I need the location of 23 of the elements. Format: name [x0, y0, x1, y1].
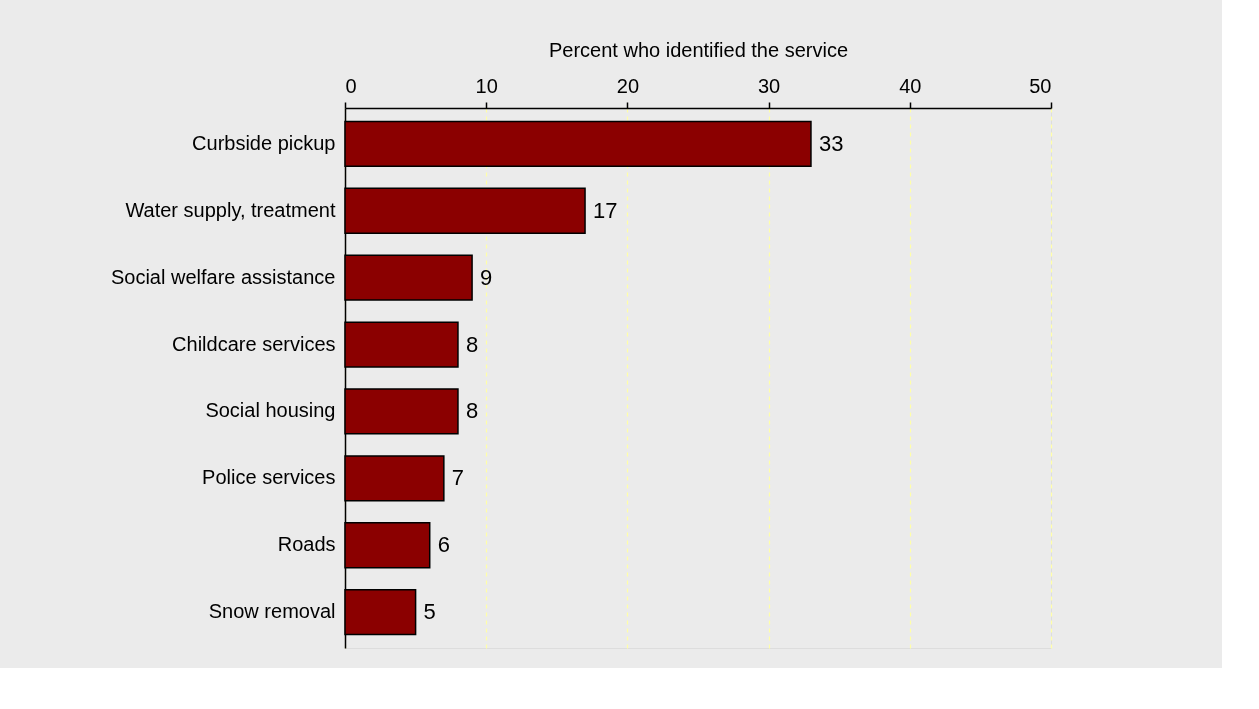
- y-tick-label: Social housing: [205, 399, 336, 422]
- y-tick-label: Social welfare assistance: [110, 265, 336, 288]
- data-label: 9: [480, 264, 493, 290]
- x-tick-label: 50: [1029, 74, 1052, 97]
- y-tick-label: Police services: [202, 466, 336, 489]
- y-tick-label: Childcare services: [172, 332, 336, 355]
- data-label: 7: [451, 465, 465, 491]
- data-label: 33: [818, 130, 844, 156]
- y-tick-label: Snow removal: [208, 600, 336, 623]
- x-tick-label: 30: [757, 74, 781, 97]
- data-label: 17: [593, 197, 618, 223]
- x-tick-label: 20: [616, 74, 640, 97]
- x-tick-label: 0: [345, 74, 357, 97]
- y-tick-label: Curbside pickup: [192, 131, 336, 154]
- x-tick-label: 40: [899, 74, 922, 97]
- data-label: 6: [437, 532, 450, 558]
- y-tick-label: Roads: [277, 533, 336, 556]
- y-tick-label: Water supply, treatment: [125, 198, 336, 221]
- data-label: 5: [423, 599, 436, 625]
- data-label: 8: [465, 398, 479, 424]
- data-label: 8: [465, 331, 479, 357]
- x-tick-label: 10: [475, 74, 498, 97]
- x-axis-title: Percent who identified the service: [548, 38, 849, 61]
